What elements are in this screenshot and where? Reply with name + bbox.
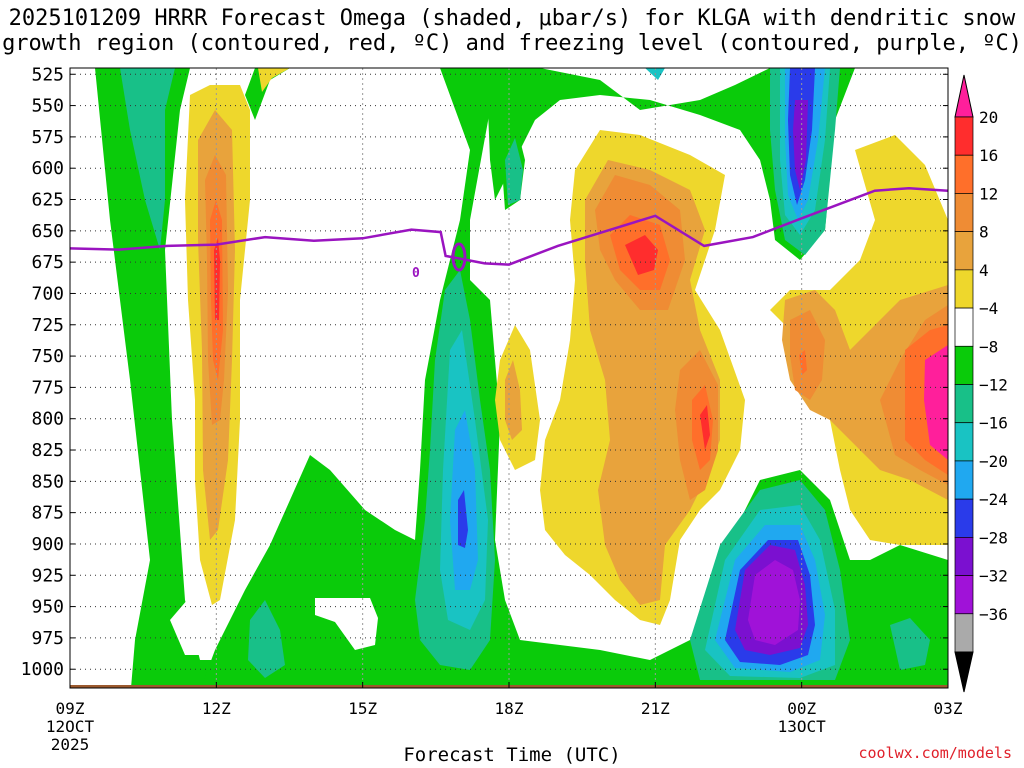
- credit-text[interactable]: coolwx.com/models: [858, 744, 1012, 762]
- colorbar-label: −28: [979, 528, 1008, 547]
- y-tick-label: 625: [31, 190, 64, 211]
- omega-region-teal-left: [120, 68, 175, 250]
- x-tick-label: 21Z: [641, 699, 670, 718]
- y-tick-label: 900: [31, 534, 64, 555]
- colorbar-segment: [954, 460, 974, 500]
- omega-region-white-hole-2: [170, 585, 215, 655]
- y-tick-label: 525: [31, 64, 64, 85]
- omega-region-white-hole: [315, 598, 378, 650]
- colorbar-segment: [954, 154, 974, 194]
- x-tick-date-label: 13OCT: [778, 717, 827, 736]
- colorbar-segment: [954, 575, 974, 615]
- y-tick-label: 575: [31, 127, 64, 148]
- y-tick-label: 975: [31, 628, 64, 649]
- colorbar-label: −24: [979, 490, 1008, 509]
- colorbar-segment: [954, 307, 974, 347]
- omega-region-purple-top: [793, 100, 808, 190]
- colorbar-label: 12: [979, 184, 998, 203]
- colorbar-segment: [954, 422, 974, 462]
- y-tick-label: 800: [31, 409, 64, 430]
- y-tick-label: 650: [31, 221, 64, 242]
- y-tick-label: 600: [31, 158, 64, 179]
- colorbar-label: 8: [979, 223, 989, 242]
- chart-title-line-1: 2025101209 HRRR Forecast Omega (shaded, …: [8, 6, 1016, 31]
- omega-region-teal-farright: [890, 618, 930, 670]
- chart-title-line-2: growth region (contoured, red, ºC) and f…: [2, 31, 1022, 56]
- y-tick-label: 775: [31, 377, 64, 398]
- colorbar-label: −4: [979, 299, 998, 318]
- omega-region-green-left: [95, 68, 222, 688]
- colorbar-segment: [954, 193, 974, 232]
- colorbar-label: 20: [979, 108, 998, 127]
- y-tick-label: 825: [31, 440, 64, 461]
- omega-region-orange-right: [790, 310, 825, 400]
- x-tick-label: 03Z: [934, 699, 963, 718]
- colorbar-segment: [954, 231, 974, 271]
- omega-region-red-mid: [700, 405, 710, 450]
- x-tick-label: 09Z: [56, 699, 85, 718]
- omega-region-green-topright: [480, 68, 855, 260]
- colorbar-top-arrow: [954, 74, 974, 118]
- colorbar-label: −32: [979, 567, 1008, 586]
- y-tick-label: 875: [31, 503, 64, 524]
- colorbar-segment: [954, 116, 974, 156]
- omega-region-violet-right: [748, 560, 800, 645]
- y-tick-label: 925: [31, 565, 64, 586]
- y-tick-label: 850: [31, 471, 64, 492]
- x-tick-year-label: 2025: [51, 735, 90, 754]
- y-tick-label: 700: [31, 283, 64, 304]
- y-tick-label: 675: [31, 252, 64, 273]
- y-tick-label: 950: [31, 597, 64, 618]
- colorbar-label: −36: [979, 605, 1008, 624]
- colorbar-segment: [954, 384, 974, 424]
- x-axis-title: Forecast Time (UTC): [403, 744, 621, 766]
- x-tick-label: 18Z: [495, 699, 524, 718]
- omega-region-magenta-right: [924, 345, 948, 460]
- x-tick-label: 12Z: [202, 699, 231, 718]
- freezing-level-label: 0: [412, 266, 420, 281]
- y-tick-label: 550: [31, 96, 64, 117]
- colorbar-label: −12: [979, 376, 1008, 395]
- colorbar: 20 16 12 8 4 −4 −8 −12 −16 −20 −24 −28 −32 −36: [954, 74, 1008, 693]
- omega-region-green-topleft: [245, 68, 290, 120]
- omega-region-blue-17z: [458, 490, 468, 548]
- y-tick-label: 750: [31, 346, 64, 367]
- colorbar-segment: [954, 269, 974, 309]
- colorbar-label: 16: [979, 146, 998, 165]
- x-tick-label: 00Z: [787, 699, 816, 718]
- omega-region-red-12z: [214, 238, 220, 320]
- y-tick-label: 725: [31, 315, 64, 336]
- colorbar-segment: [954, 498, 974, 538]
- x-tick-date-label: 12OCT: [46, 717, 95, 736]
- y-axis: 525 550 575 600 625 650 675 700 725 750 775 800 825 8…: [21, 64, 948, 680]
- colorbar-bottom-arrow: [954, 651, 974, 693]
- omega-region-red-big: [625, 235, 658, 275]
- colorbar-label: −8: [979, 337, 998, 356]
- colorbar-label: −20: [979, 452, 1008, 471]
- colorbar-label: 4: [979, 261, 989, 280]
- y-tick-label: 1000: [21, 659, 64, 680]
- chart-title: 2025101209 HRRR Forecast Omega (shaded, …: [0, 6, 1024, 56]
- x-tick-label: 15Z: [348, 699, 377, 718]
- freezing-level-closed-contour: [451, 242, 467, 272]
- colorbar-label: −16: [979, 414, 1008, 433]
- colorbar-segment: [954, 613, 974, 653]
- dendritic-growth-contours: 0: [412, 242, 467, 281]
- omega-region-teal-lowleft: [248, 600, 285, 678]
- colorbar-segment: [954, 345, 974, 385]
- colorbar-segment: [954, 537, 974, 576]
